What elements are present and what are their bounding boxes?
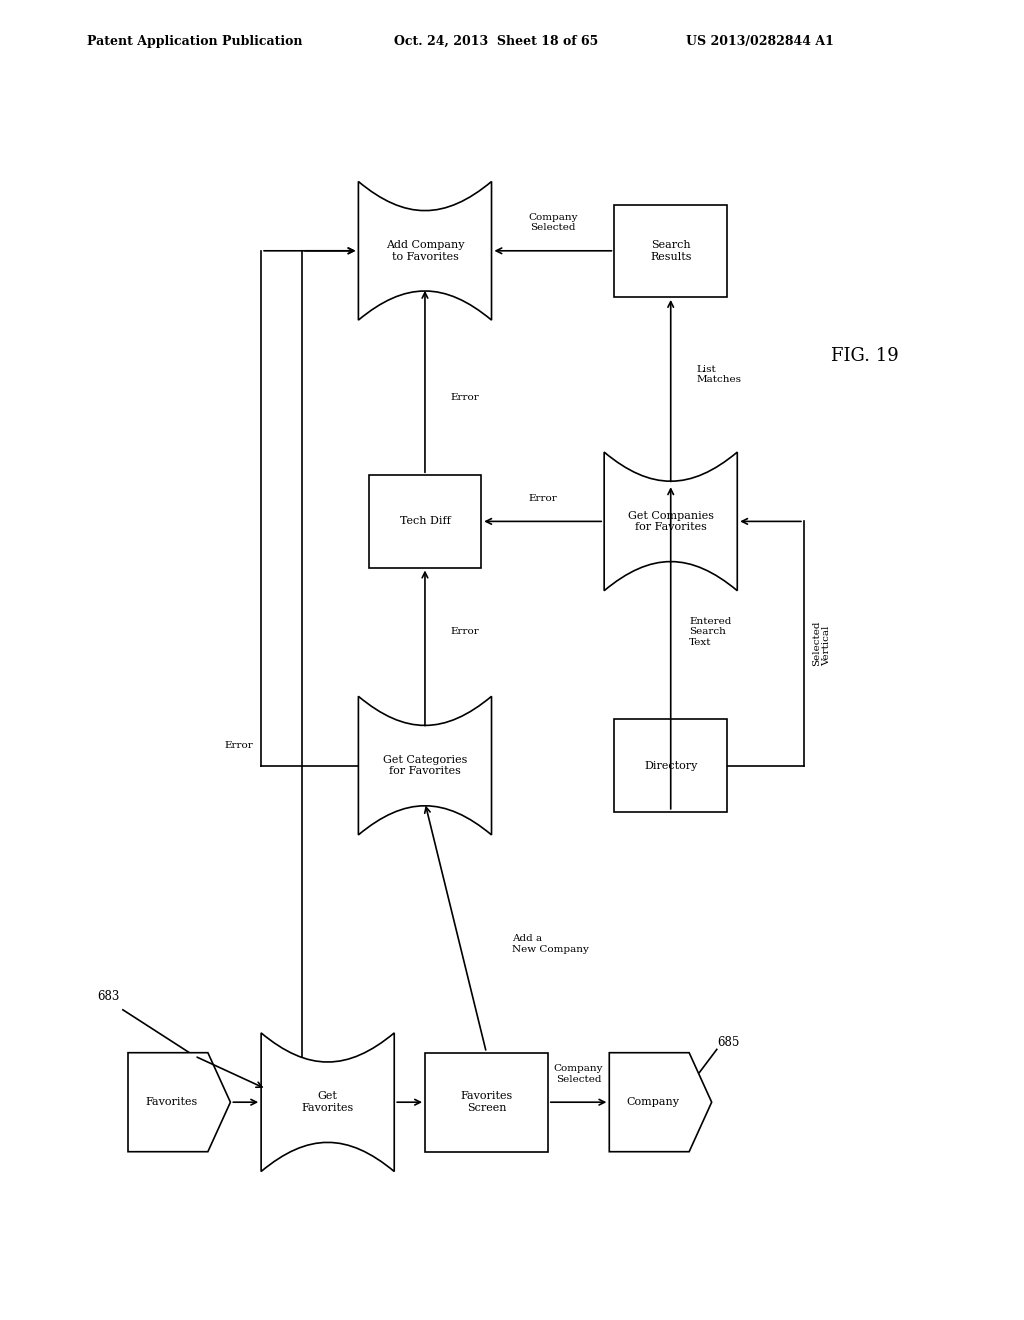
Bar	[369, 475, 481, 568]
Text: Add a
New Company: Add a New Company	[512, 935, 589, 953]
Text: Favorites: Favorites	[145, 1097, 198, 1107]
Text: List
Matches: List Matches	[696, 364, 741, 384]
Text: Company
Selected: Company Selected	[528, 213, 578, 232]
Text: Search
Results: Search Results	[650, 240, 691, 261]
Text: Selected
Vertical: Selected Vertical	[812, 620, 831, 667]
Text: Entered
Search
Text: Entered Search Text	[689, 616, 731, 647]
Text: Error: Error	[528, 494, 557, 503]
Polygon shape	[128, 1053, 230, 1151]
Text: Company: Company	[627, 1097, 680, 1107]
Bar	[425, 1053, 548, 1151]
Text: Get Companies
for Favorites: Get Companies for Favorites	[628, 511, 714, 532]
PathPatch shape	[358, 697, 492, 836]
Text: Get
Favorites: Get Favorites	[301, 1092, 354, 1113]
Text: Tech Diff: Tech Diff	[399, 516, 451, 527]
Text: 683: 683	[97, 990, 120, 1003]
Text: Patent Application Publication: Patent Application Publication	[87, 34, 302, 48]
Text: Error: Error	[451, 393, 479, 403]
Text: Company
Selected: Company Selected	[554, 1064, 603, 1084]
Text: FIG. 19: FIG. 19	[831, 347, 899, 366]
Text: Add Company
to Favorites: Add Company to Favorites	[386, 240, 464, 261]
PathPatch shape	[261, 1032, 394, 1172]
PathPatch shape	[358, 181, 492, 319]
Text: US 2013/0282844 A1: US 2013/0282844 A1	[686, 34, 834, 48]
Text: 685: 685	[717, 1036, 739, 1049]
Text: Error: Error	[224, 741, 253, 750]
Bar	[614, 719, 727, 812]
Bar	[614, 205, 727, 297]
Text: Error: Error	[451, 627, 479, 636]
Text: Directory: Directory	[644, 760, 697, 771]
Polygon shape	[609, 1053, 712, 1151]
Text: Oct. 24, 2013  Sheet 18 of 65: Oct. 24, 2013 Sheet 18 of 65	[394, 34, 598, 48]
Text: Get Categories
for Favorites: Get Categories for Favorites	[383, 755, 467, 776]
Text: Favorites
Screen: Favorites Screen	[460, 1092, 513, 1113]
PathPatch shape	[604, 451, 737, 591]
